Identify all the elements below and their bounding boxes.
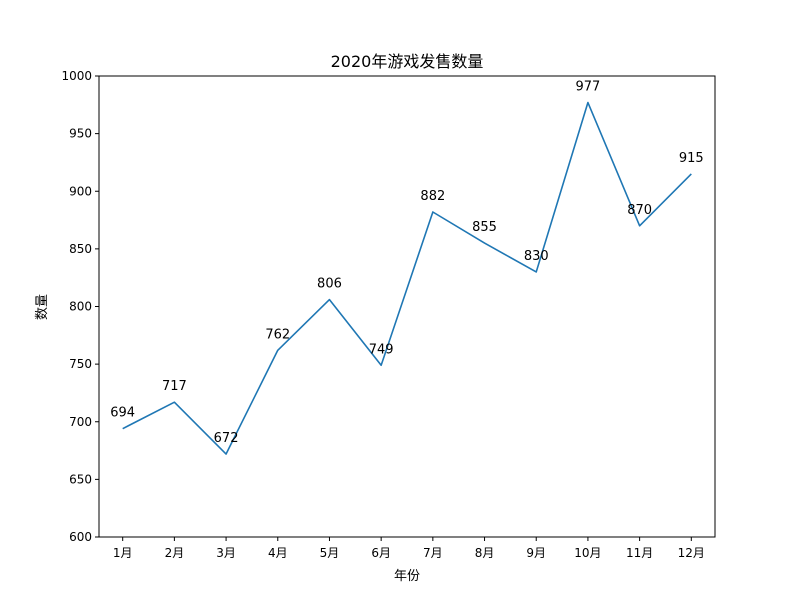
x-tick-label: 6月 [371,546,391,560]
y-tick-label: 750 [69,357,92,371]
data-label: 870 [627,203,652,218]
x-tick-label: 10月 [574,546,601,560]
y-tick-label: 1000 [61,69,92,83]
data-label: 830 [524,249,549,264]
y-tick-label: 900 [69,184,92,198]
x-tick-label: 5月 [320,546,340,560]
y-tick-label: 850 [69,242,92,256]
series-line [122,101,692,455]
y-tick-label: 600 [69,530,92,544]
chart-title: 2020年游戏发售数量 [331,52,484,71]
x-tick-label: 8月 [475,546,495,560]
x-tick-label: 1月 [113,546,133,560]
x-tick-label: 2月 [165,546,185,560]
data-label: 749 [369,342,394,357]
y-tick-label: 950 [69,127,92,141]
x-tick-label: 3月 [216,546,236,560]
x-tick-label: 7月 [423,546,443,560]
x-axis-label: 年份 [394,569,420,584]
y-tick-label: 700 [69,415,92,429]
y-axis-label: 数量 [35,294,50,320]
data-label: 806 [317,277,342,292]
x-tick-label: 12月 [678,546,705,560]
x-tick-label: 11月 [626,546,653,560]
data-label: 762 [265,327,290,342]
data-label: 717 [162,379,187,394]
data-label: 855 [472,220,497,235]
data-label: 882 [420,189,445,204]
y-tick-label: 800 [69,300,92,314]
data-label: 915 [679,151,704,166]
y-tick-label: 650 [69,472,92,486]
data-label: 694 [110,406,135,421]
plot-frame [98,75,716,538]
data-label: 977 [576,80,601,95]
x-tick-label: 9月 [526,546,546,560]
x-tick-label: 4月 [268,546,288,560]
plot-area: 600 650 700 750 800 850 900 950 1000 1月 2月 3月 4月 5月 6月… [61,69,716,560]
data-label: 672 [214,431,239,446]
